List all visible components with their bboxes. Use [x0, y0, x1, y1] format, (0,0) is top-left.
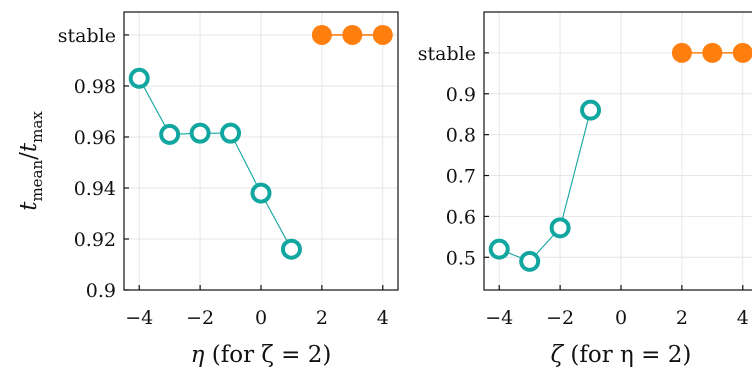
y-tick-label: 0.98 — [74, 76, 116, 98]
ticks-right: −4 −2 0 2 4 0.5 0.6 0.7 0.8 0.9 stable — [418, 43, 749, 329]
x-axis-label-left-var: η — [191, 342, 205, 368]
data-series-line — [138, 78, 292, 250]
stable-point — [702, 42, 723, 63]
series-right — [488, 42, 752, 272]
stable-point — [311, 24, 332, 45]
plot-frame-left — [123, 11, 399, 291]
y-axis-label-main-2: t — [16, 142, 42, 152]
data-point — [488, 238, 510, 260]
x-tick-label: 0 — [255, 307, 267, 329]
data-point — [280, 238, 302, 260]
x-axis-label-left: η (for ζ = 2) — [191, 342, 332, 368]
x-tick-label: −4 — [125, 307, 153, 329]
x-tick-label: 0 — [615, 307, 627, 329]
data-point — [519, 250, 541, 272]
series-left — [128, 24, 393, 260]
data-point — [580, 99, 602, 121]
stable-point — [732, 42, 752, 63]
stable-point — [342, 24, 363, 45]
y-tick-label: 0.8 — [446, 125, 476, 147]
x-tick-label: 2 — [316, 307, 328, 329]
y-tick-label: 0.6 — [446, 206, 476, 228]
x-tick-label: 2 — [676, 307, 688, 329]
y-axis-label-sub-mean: mean — [28, 160, 46, 202]
stable-point — [372, 24, 393, 45]
x-axis-label-right-var: ζ — [551, 342, 565, 368]
chart-panel-right: −4 −2 0 2 4 0.5 0.6 0.7 0.8 0.9 stable ζ (for η = … — [418, 11, 752, 368]
x-axis-label-right: ζ (for η = 2) — [551, 342, 692, 368]
y-axis-label-sub-max: max — [28, 111, 46, 143]
chart-panel-left: −4 −2 0 2 4 0.9 0.92 0.94 0.96 0.98 stable η (for … — [58, 11, 399, 368]
y-tick-label: 0.94 — [74, 178, 116, 200]
y-axis-label-slash: / — [16, 152, 42, 160]
x-tick-label: −2 — [186, 307, 214, 329]
y-tick-label-stable: stable — [418, 43, 476, 65]
y-axis-label-main: t — [16, 201, 42, 211]
data-point — [189, 122, 211, 144]
data-point — [250, 182, 272, 204]
x-axis-label-right-note: (for η = 2) — [570, 342, 691, 368]
grid-left — [124, 12, 398, 291]
x-axis-label-left-note: (for ζ = 2) — [212, 342, 332, 368]
stable-point — [671, 42, 692, 63]
y-tick-label: 0.5 — [446, 247, 476, 269]
y-tick-label: 0.92 — [74, 229, 116, 251]
x-tick-label: −4 — [485, 307, 513, 329]
ticks-left: −4 −2 0 2 4 0.9 0.92 0.94 0.96 0.98 stable — [58, 25, 389, 329]
data-point — [159, 123, 181, 145]
x-tick-label: −2 — [546, 307, 574, 329]
plot-frame-right — [483, 11, 752, 291]
data-point — [549, 217, 571, 239]
y-tick-label: 0.9 — [446, 84, 476, 106]
y-tick-label: 0.9 — [86, 280, 116, 302]
x-axis-label-right-gap — [563, 342, 570, 368]
data-series-line — [499, 109, 592, 263]
y-axis-label: tmean/tmax — [16, 111, 46, 211]
y-tick-label-stable: stable — [58, 25, 116, 47]
x-axis-label-left-gap — [204, 342, 211, 368]
y-tick-label: 0.7 — [446, 166, 476, 188]
x-tick-label: 4 — [737, 307, 749, 329]
y-tick-label: 0.96 — [74, 127, 116, 149]
data-point — [220, 122, 242, 144]
data-point — [128, 67, 150, 89]
x-tick-label: 4 — [377, 307, 389, 329]
